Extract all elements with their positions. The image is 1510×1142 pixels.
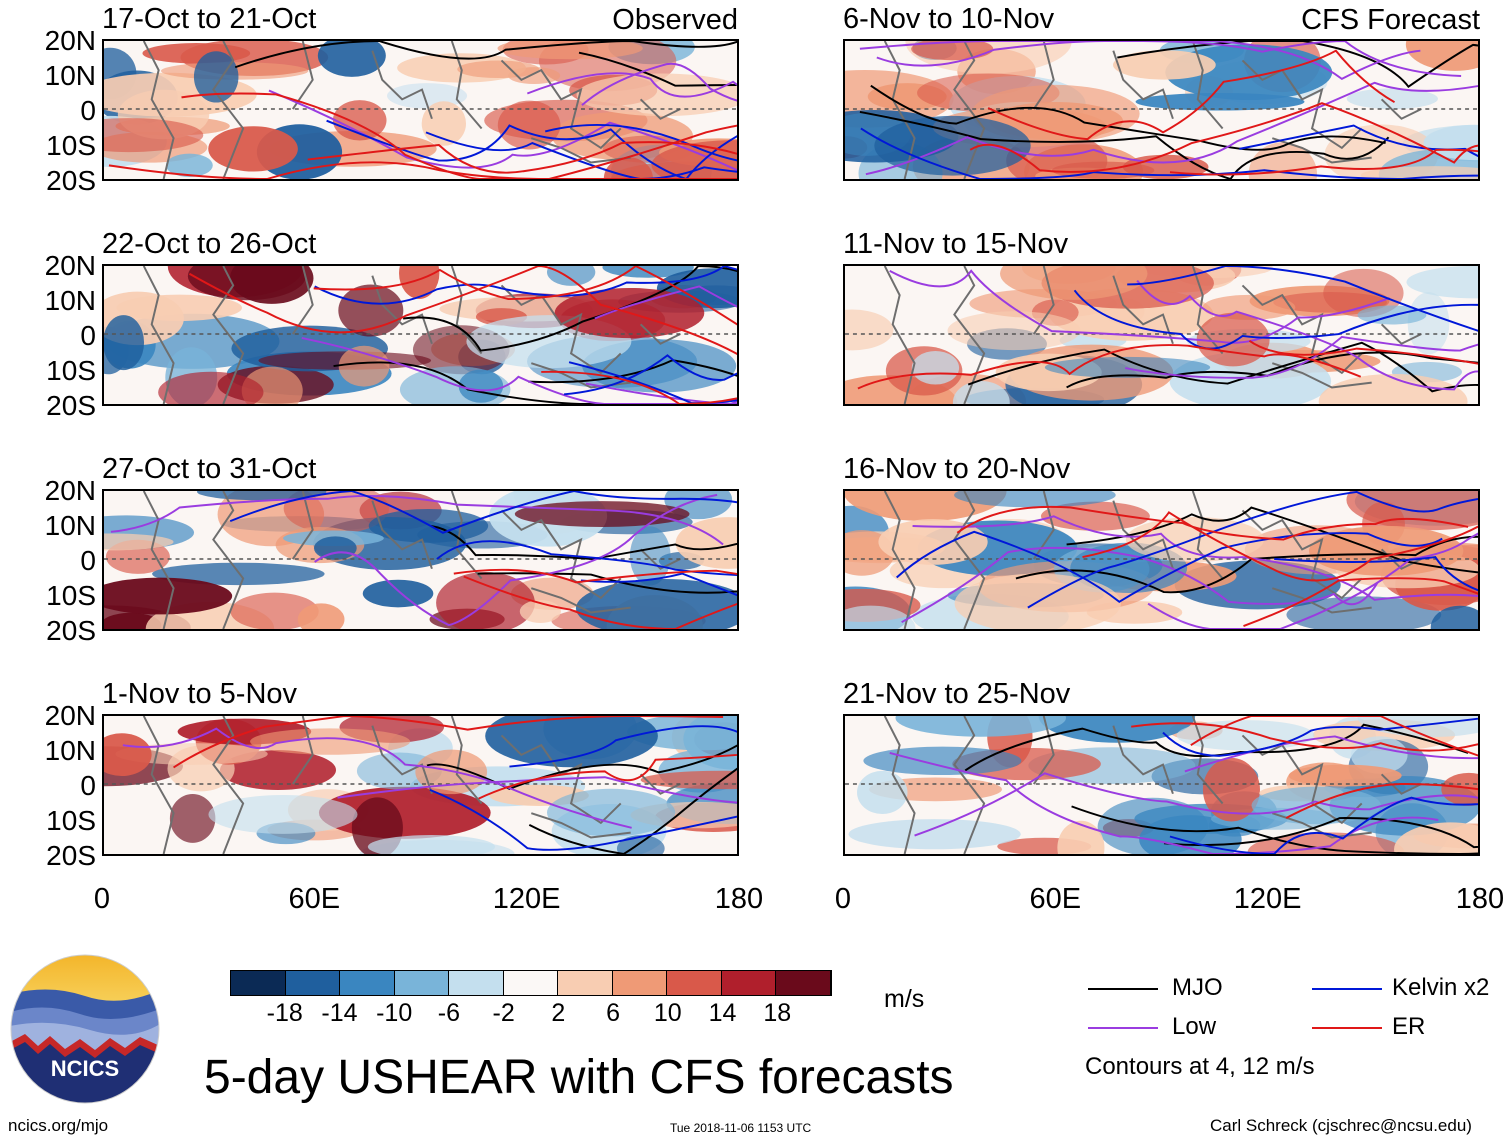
latitude-label: 10N xyxy=(44,510,96,541)
latitude-label: 10N xyxy=(44,60,96,91)
legend-er-label: ER xyxy=(1392,1013,1426,1040)
colorbar-swatch xyxy=(667,971,722,995)
map-panel xyxy=(102,39,739,181)
longitude-label: 0 xyxy=(834,883,852,915)
map-panel xyxy=(102,489,739,631)
longitude-label: 120E xyxy=(1233,883,1302,915)
colorbar-label: 6 xyxy=(606,999,621,1027)
figure-title: 5-day USHEAR with CFS forecasts xyxy=(204,1051,954,1104)
latitude-label: 10S xyxy=(46,805,96,836)
latitude-label: 20S xyxy=(46,840,96,871)
colorbar-swatch xyxy=(503,971,559,995)
colorbar-label: -14 xyxy=(321,999,358,1027)
legend-low-label: Low xyxy=(1172,1013,1217,1040)
units-label: m/s xyxy=(884,985,925,1013)
map-panel xyxy=(102,264,739,406)
panel-title: 11-Nov to 15-Nov xyxy=(843,228,1069,260)
longitude-label: 120E xyxy=(492,883,561,915)
latitude-label: 10S xyxy=(46,580,96,611)
latitude-label: 0 xyxy=(80,320,96,351)
longitude-label: 180 xyxy=(714,883,764,915)
panel-title: 27-Oct to 31-Oct xyxy=(102,453,317,485)
latitude-label: 20N xyxy=(44,700,96,731)
longitude-label: 60E xyxy=(1029,883,1082,915)
map-panel xyxy=(102,714,739,856)
legend-kelvin-line xyxy=(1312,988,1382,990)
footer-url[interactable]: ncics.org/mjo xyxy=(8,1116,109,1135)
map-panel xyxy=(843,489,1480,631)
panel-title: 21-Nov to 25-Nov xyxy=(843,678,1071,710)
colorbar-label: -10 xyxy=(376,999,413,1027)
colorbar-swatch xyxy=(721,971,777,995)
colorbar-swatch xyxy=(394,971,450,995)
forecast-tag: CFS Forecast xyxy=(1301,4,1480,36)
colorbar-label: -2 xyxy=(492,999,515,1027)
colorbar-swatch xyxy=(558,971,613,995)
longitude-label: 60E xyxy=(288,883,341,915)
legend-er-line xyxy=(1312,1027,1382,1029)
latitude-label: 20S xyxy=(46,390,96,421)
colorbar-swatch xyxy=(285,971,341,995)
colorbar-label: -6 xyxy=(437,999,461,1027)
colorbar-label: 10 xyxy=(653,999,682,1027)
map-panel xyxy=(843,39,1480,181)
latitude-label: 0 xyxy=(80,545,96,576)
colorbar-swatch xyxy=(612,971,668,995)
panel-title: 16-Nov to 20-Nov xyxy=(843,453,1071,485)
colorbar xyxy=(230,970,832,996)
footer-author: Carl Schreck (cjschrec@ncsu.edu) xyxy=(1210,1116,1472,1135)
latitude-label: 20N xyxy=(44,250,96,281)
panel-title: 1-Nov to 5-Nov xyxy=(102,678,298,710)
panel-title: 6-Nov to 10-Nov xyxy=(843,3,1055,35)
longitude-label: 180 xyxy=(1455,883,1505,915)
colorbar-label: 2 xyxy=(551,999,566,1027)
colorbar-swatch xyxy=(231,971,286,995)
map-panel xyxy=(843,714,1480,856)
colorbar-label: 18 xyxy=(763,999,792,1027)
latitude-label: 20S xyxy=(46,165,96,196)
latitude-label: 10S xyxy=(46,355,96,386)
footer-timestamp: Tue 2018-11-06 1153 UTC xyxy=(670,1121,812,1135)
panel-title: 22-Oct to 26-Oct xyxy=(102,228,317,260)
latitude-label: 20N xyxy=(44,475,96,506)
legend-low-line xyxy=(1088,1027,1158,1029)
legend-mjo-line xyxy=(1088,988,1158,990)
longitude-label: 0 xyxy=(93,883,111,915)
observed-tag: Observed xyxy=(612,4,738,36)
latitude-label: 0 xyxy=(80,770,96,801)
ncics-logo: NCICS xyxy=(10,954,160,1104)
latitude-label: 20S xyxy=(46,615,96,646)
latitude-label: 20N xyxy=(44,25,96,56)
map-panel xyxy=(843,264,1480,406)
latitude-label: 10N xyxy=(44,735,96,766)
colorbar-swatch xyxy=(776,971,832,995)
latitude-label: 10S xyxy=(46,130,96,161)
legend-kelvin-label: Kelvin x2 xyxy=(1392,974,1490,1001)
colorbar-label: 14 xyxy=(708,999,737,1027)
latitude-label: 10N xyxy=(44,285,96,316)
colorbar-label: -18 xyxy=(266,999,303,1027)
legend-mjo-label: MJO xyxy=(1172,974,1223,1001)
logo-text: NCICS xyxy=(51,1056,119,1081)
colorbar-swatch xyxy=(340,971,395,995)
latitude-label: 0 xyxy=(80,95,96,126)
legend-note: Contours at 4, 12 m/s xyxy=(1085,1053,1315,1080)
colorbar-swatch xyxy=(449,971,504,995)
panel-title: 17-Oct to 21-Oct xyxy=(102,3,317,35)
